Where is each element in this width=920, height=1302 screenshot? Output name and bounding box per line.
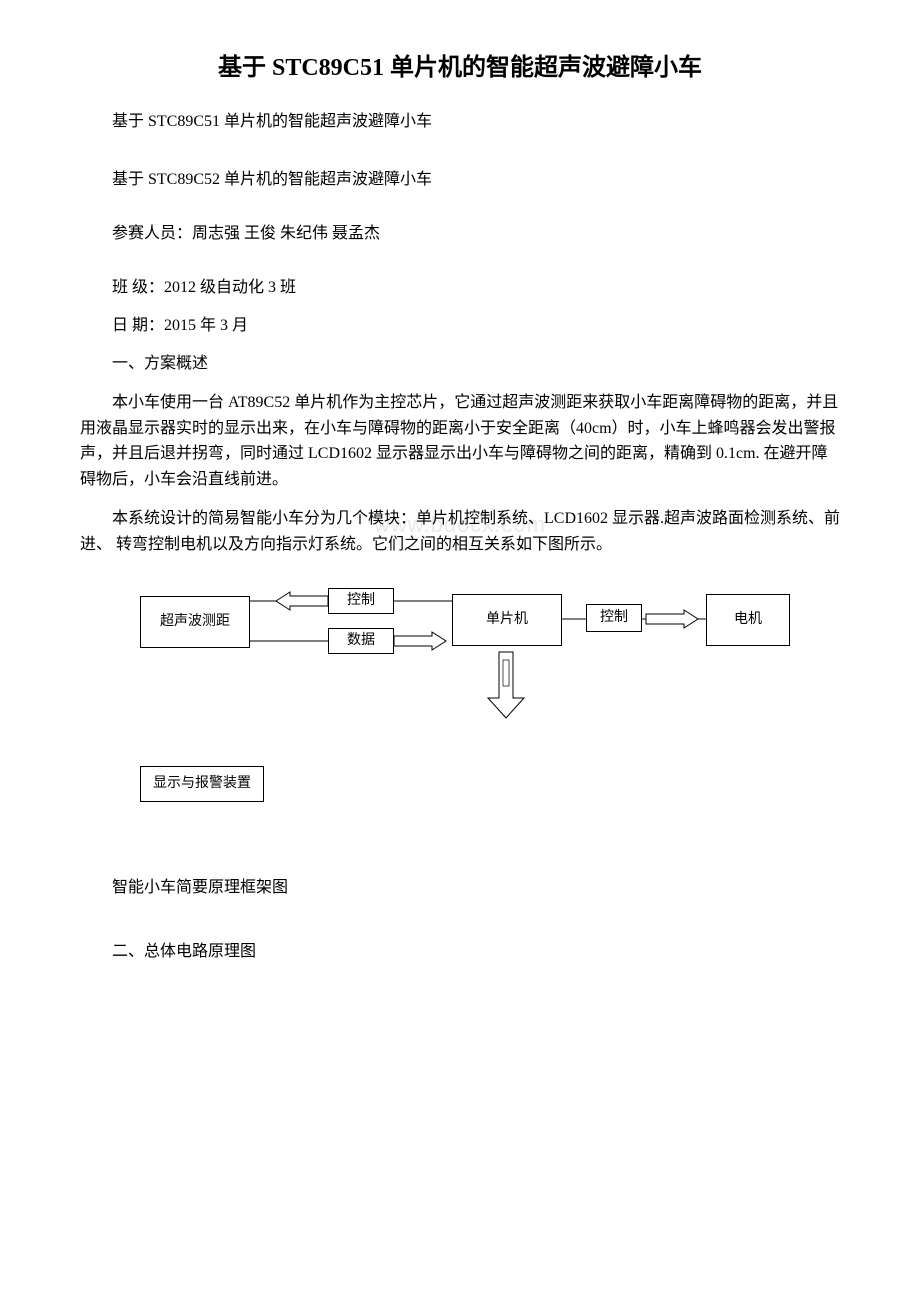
class-line: 班 级：2012 级自动化 3 班: [80, 276, 840, 300]
subtitle-2: 基于 STC89C52 单片机的智能超声波避障小车: [80, 168, 840, 192]
arrow-mcu-down: [488, 652, 524, 718]
box-control-2: 控制: [586, 604, 642, 632]
box-data: 数据: [328, 628, 394, 654]
box-control-1: 控制: [328, 588, 394, 614]
connector-control1-mcu: [394, 600, 452, 602]
connector-ultra-right: [250, 600, 276, 602]
arrow-control-to-ultrasonic: [276, 592, 328, 610]
box-motor: 电机: [706, 594, 790, 646]
box-ultrasonic: 超声波测距: [140, 596, 250, 648]
box-display-alarm: 显示与报警装置: [140, 766, 264, 802]
participants-line: 参赛人员：周志强 王俊 朱纪伟 聂孟杰: [80, 222, 840, 246]
connector-mcu-control2: [562, 618, 586, 620]
paragraph-1: 本小车使用一台 AT89C52 单片机作为主控芯片，它通过超声波测距来获取小车距…: [80, 390, 840, 492]
connector-control2-arrow: [642, 618, 646, 620]
box-mcu: 单片机: [452, 594, 562, 646]
page-title: 基于 STC89C51 单片机的智能超声波避障小车: [80, 50, 840, 86]
connector-arrow-motor: [698, 618, 706, 620]
section-2-heading: 二、总体电路原理图: [80, 940, 840, 964]
arrow-control2-to-motor: [646, 610, 698, 628]
connector-ultra-right-2: [250, 640, 328, 642]
diagram-caption: 智能小车简要原理框架图: [80, 876, 840, 900]
section-1-heading: 一、方案概述: [80, 352, 840, 376]
block-diagram: 超声波测距 控制 数据 单片机 控制 电机 显示与报警装置: [80, 586, 840, 846]
arrow-data-to-mcu: [394, 632, 446, 650]
paragraph-2: 本系统设计的简易智能小车分为几个模块：单片机控制系统、LCD1602 显示器.超…: [80, 506, 840, 557]
date-line: 日 期：2015 年 3 月: [80, 314, 840, 338]
subtitle-1: 基于 STC89C51 单片机的智能超声波避障小车: [80, 110, 840, 134]
